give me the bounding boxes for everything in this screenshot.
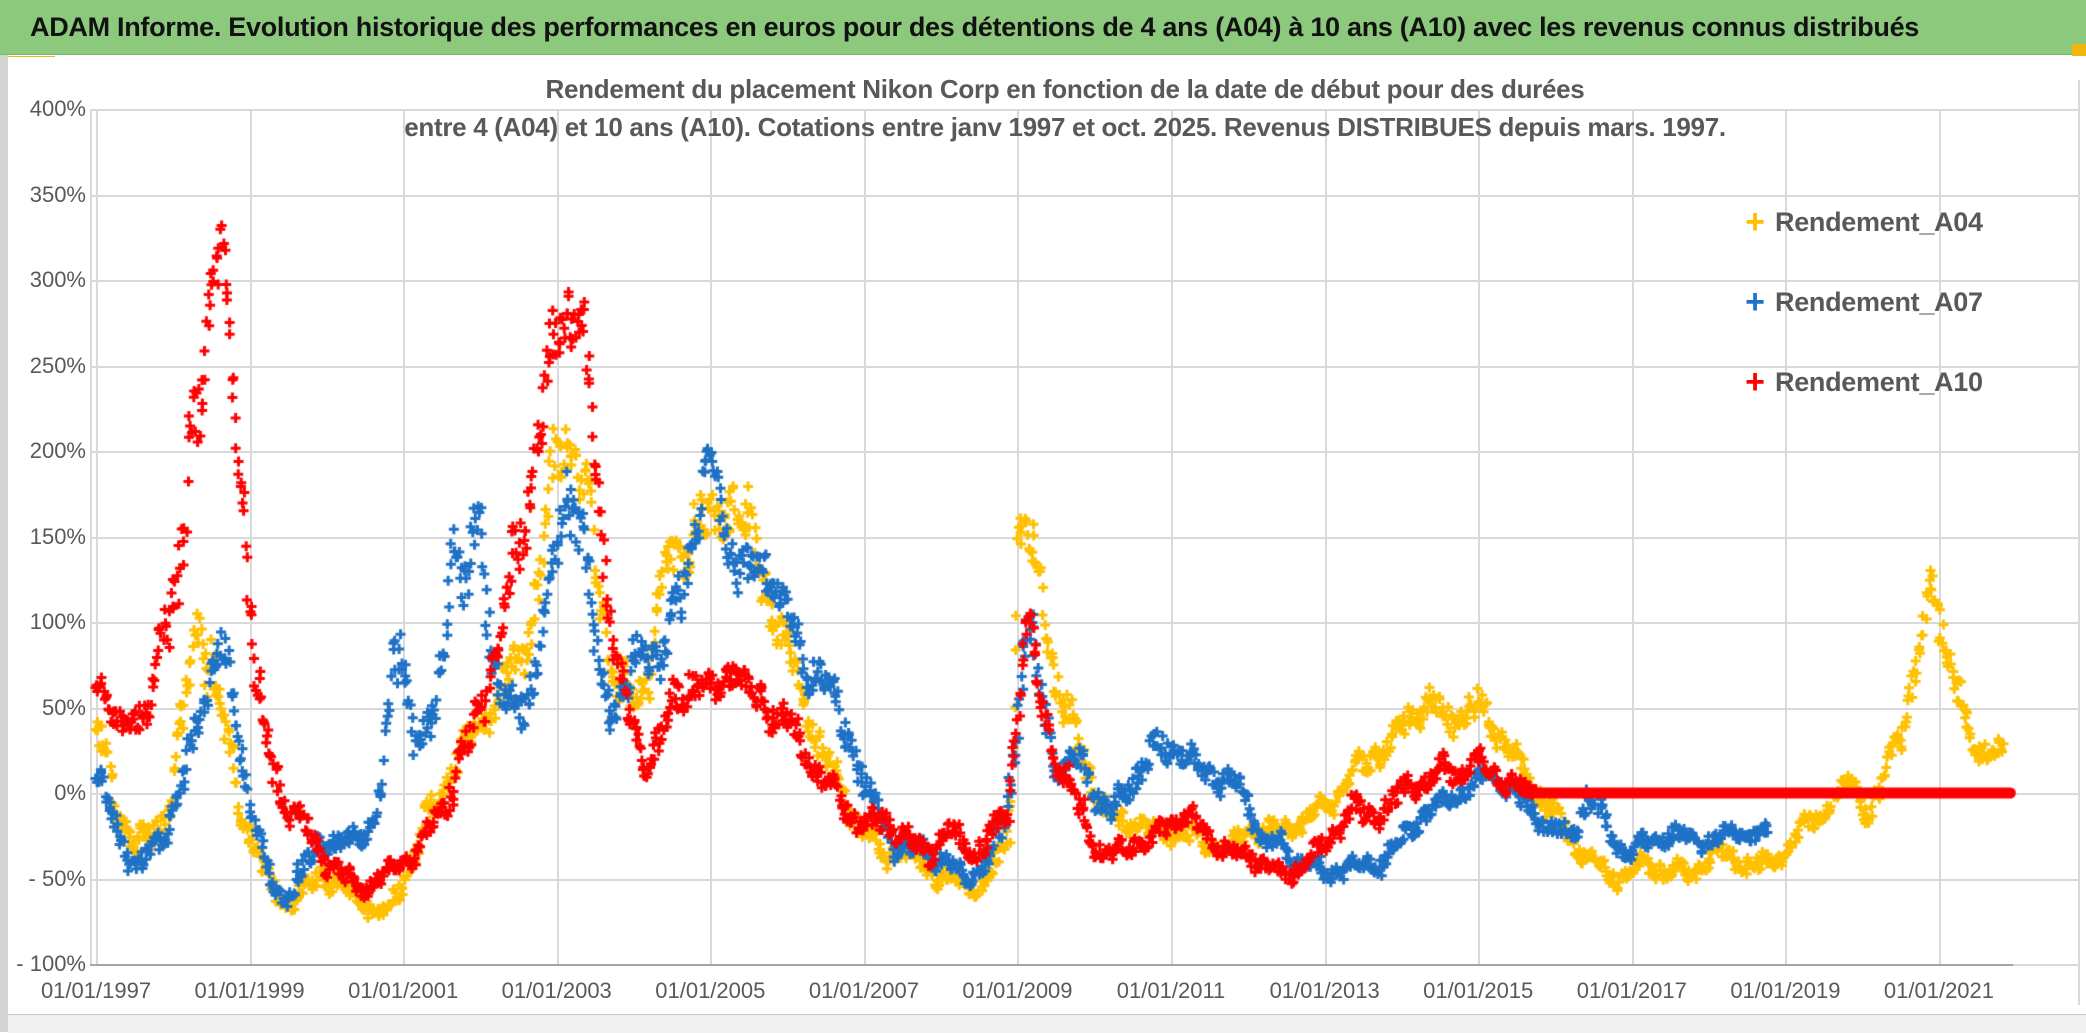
legend-item-a07[interactable]: + Rendement_A07 <box>1738 278 1983 326</box>
legend-label: Rendement_A07 <box>1775 286 1983 317</box>
plus-marker-icon: + <box>1745 203 1765 241</box>
legend: + Rendement_A04 + Rendement_A07 + Rendem… <box>1738 198 1983 438</box>
legend-label: Rendement_A04 <box>1775 206 1983 237</box>
legend-item-a10[interactable]: + Rendement_A10 <box>1738 358 1983 406</box>
legend-label: Rendement_A10 <box>1775 366 1983 397</box>
plus-marker-icon: + <box>1745 363 1765 401</box>
legend-item-a04[interactable]: + Rendement_A04 <box>1738 198 1983 246</box>
chart-title-line1: Rendement du placement Nikon Corp en fon… <box>545 74 1585 104</box>
chart-title-line2: entre 4 (A04) et 10 ans (A10). Cotations… <box>404 112 1726 142</box>
chart-title: Rendement du placement Nikon Corp en fon… <box>340 70 1790 146</box>
plus-marker-icon: + <box>1745 283 1765 321</box>
